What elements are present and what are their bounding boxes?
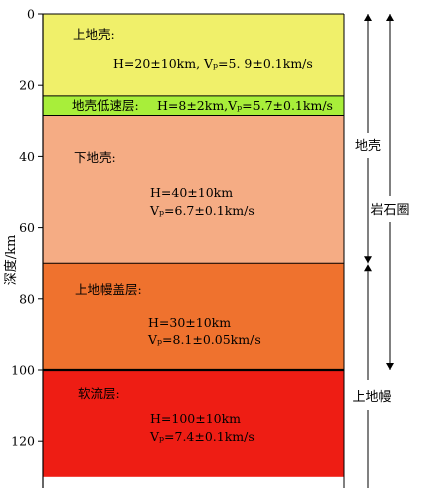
axis-label: 深度/km (3, 235, 19, 286)
layer-params-0: H=20±10km, Vₚ=5. 9±0.1km/s (113, 56, 313, 71)
arrow-head (364, 256, 372, 264)
axis-tick-label: 60 (19, 220, 35, 235)
layer-3 (43, 263, 344, 370)
axis-tick-label: 100 (11, 363, 35, 378)
layer-4 (43, 370, 344, 477)
layer-0 (43, 14, 344, 96)
arrow-head (386, 14, 394, 21)
bracket-label-upper-mantle: 上地幔 (352, 390, 391, 405)
depth-axis: 0 20 40 60 80 100 120 深度/km (3, 7, 44, 488)
axis-tick-label: 80 (19, 291, 35, 306)
layer-params-4: H=100±10km (150, 411, 241, 426)
layer-name-0: 上地壳: (73, 27, 115, 42)
layer-params-3: Vₚ=8.1±0.05km/s (147, 332, 261, 347)
layer-2 (43, 115, 344, 264)
axis-tick-label: 0 (27, 7, 35, 22)
layer-params-1: H=8±2km,Vₚ=5.7±0.1km/s (157, 98, 333, 113)
layers-group: 上地壳: H=20±10km, Vₚ=5. 9±0.1km/s 地壳低速层: H=8±… (43, 13, 345, 488)
layer-params-4: Vₚ=7.4±0.1km/s (149, 429, 255, 444)
axis-tick-label: 120 (11, 434, 35, 449)
layer-params-2: Vₚ=6.7±0.1km/s (149, 203, 255, 218)
bracket-label-lithosphere: 岩石圈 (370, 203, 409, 218)
layer-params-2: H=40±10km (150, 185, 233, 200)
layer-1 (43, 95, 344, 116)
axis-tick-label: 40 (19, 149, 35, 164)
layer-params-3: H=30±10km (148, 315, 231, 330)
layer-name-1: 地壳低速层: (72, 98, 139, 113)
layer-name-2: 下地壳: (74, 150, 116, 165)
layer-name-4: 软流层: (78, 386, 120, 401)
layer-name-3: 上地幔盖层: (75, 282, 142, 297)
bracket-label-crust: 地壳 (355, 139, 381, 154)
arrow-head (386, 363, 394, 370)
arrow-head (364, 14, 372, 21)
arrow-head (364, 264, 372, 272)
axis-tick-label: 20 (19, 78, 35, 93)
